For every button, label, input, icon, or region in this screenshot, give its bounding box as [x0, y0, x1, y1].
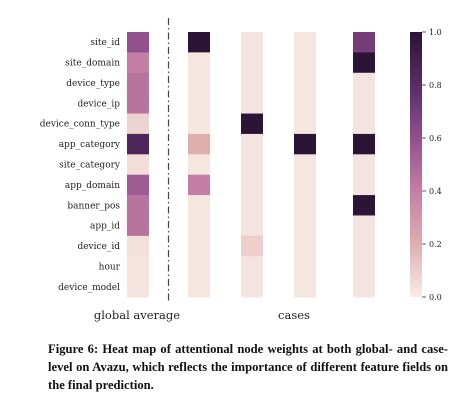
global-cell-device-conn-type — [127, 113, 149, 135]
case-3-cell-device-id — [294, 235, 316, 257]
case-2-cell-site-id — [241, 32, 263, 53]
global-cell-banner-pos — [127, 195, 149, 216]
global-cell-site-id — [127, 32, 149, 53]
case-1-cell-device-conn-type — [188, 113, 210, 135]
case-4-cell-site-id — [353, 32, 375, 53]
case-4-cell-app-id — [353, 215, 375, 237]
case-4-cell-device-ip — [353, 93, 375, 115]
row-label-app-category: app_category — [59, 140, 121, 150]
case-2-cell-site-domain — [241, 52, 263, 74]
case-2-cell-device-type — [241, 72, 263, 94]
case-1-cell-site-category — [188, 154, 210, 176]
case-1-cell-site-domain — [188, 52, 210, 74]
case-2-cell-app-category — [241, 133, 263, 155]
case-3-cell-device-model — [294, 276, 316, 298]
case-4-cell-site-domain — [353, 52, 375, 74]
case-4-cell-device-type — [353, 72, 375, 94]
case-2-cell-device-model — [241, 276, 263, 298]
case-2-cell-app-domain — [241, 174, 263, 196]
case-4-cell-site-category — [353, 154, 375, 176]
case-1-cell-banner-pos — [188, 195, 210, 216]
global-average-label: global average — [94, 308, 180, 322]
global-cell-site-category — [127, 154, 149, 176]
global-cell-device-model — [127, 276, 149, 298]
heatmap-chart: site_id site_domain device_type device_ipde… — [40, 18, 442, 322]
case-1-cell-app-category — [188, 133, 210, 155]
colorbar-tick-label: 0.2 — [429, 240, 442, 249]
row-label-app-id: app_id — [90, 222, 120, 232]
case-1-cell-hour — [188, 256, 210, 278]
global-cell-site-domain — [127, 52, 149, 74]
global-cell-app-id — [127, 215, 149, 237]
row-label-device-type: device_type — [66, 79, 120, 89]
case-3-cell-device-conn-type — [294, 113, 316, 135]
case-3-cell-site-id — [294, 32, 316, 53]
case-4-cell-app-domain — [353, 174, 375, 196]
case-3-cell-device-type — [294, 72, 316, 94]
case-1-cell-site-id — [188, 32, 210, 53]
case-1-cell-device-id — [188, 235, 210, 257]
case-2-cell-banner-pos — [241, 195, 263, 216]
case-2-cell-device-id — [241, 235, 263, 257]
case-1-cell-app-id — [188, 215, 210, 237]
colorbar-tick-label: 1.0 — [429, 28, 442, 37]
row-label-banner-pos: banner_pos — [67, 201, 120, 211]
case-3-cell-app-id — [294, 215, 316, 237]
case-2-cell-app-id — [241, 215, 263, 237]
row-label-hour: hour — [99, 262, 121, 272]
case-3-cell-app-domain — [294, 174, 316, 196]
case-2-cell-device-conn-type — [241, 113, 263, 135]
global-cell-hour — [127, 256, 149, 278]
case-1-cell-device-type — [188, 72, 210, 94]
global-cell-app-domain — [127, 174, 149, 196]
case-3-cell-site-domain — [294, 52, 316, 74]
colorbar-tick-label: 0.6 — [429, 134, 442, 143]
case-3-cell-site-category — [294, 154, 316, 176]
case-2-cell-site-category — [241, 154, 263, 176]
global-cell-app-category — [127, 133, 149, 155]
row-label-device-conn-type: device_conn_type — [40, 120, 120, 130]
case-1-cell-app-domain — [188, 174, 210, 196]
case-3-cell-banner-pos — [294, 195, 316, 216]
figure-caption: Figure 6: Heat map of attentional node w… — [48, 342, 448, 392]
row-label-site-category: site_category — [59, 161, 121, 171]
case-4-cell-hour — [353, 256, 375, 278]
case-2-cell-hour — [241, 256, 263, 278]
row-label-app-domain: app_domain — [65, 181, 120, 191]
global-cell-device-type — [127, 72, 149, 94]
colorbar — [410, 32, 422, 297]
global-cell-device-id — [127, 235, 149, 257]
case-3-cell-app-category — [294, 133, 316, 155]
case-1-cell-device-model — [188, 276, 210, 298]
colorbar-tick-label: 0.4 — [429, 187, 442, 196]
row-label-device-id: device_id — [77, 242, 120, 252]
case-4-cell-device-model — [353, 276, 375, 298]
colorbar-tick-label: 0.8 — [429, 81, 442, 90]
case-2-cell-device-ip — [241, 93, 263, 115]
row-label-site-domain: site_domain — [65, 59, 120, 69]
case-4-cell-device-conn-type — [353, 113, 375, 135]
case-3-cell-hour — [294, 256, 316, 278]
case-3-cell-device-ip — [294, 93, 316, 115]
colorbar-tick-label: 0.0 — [429, 293, 442, 302]
row-label-device-ip: device_ip — [77, 99, 120, 109]
case-1-cell-device-ip — [188, 93, 210, 115]
case-4-cell-banner-pos — [353, 195, 375, 216]
row-label-device-model: device_model — [58, 283, 120, 293]
global-cell-device-ip — [127, 93, 149, 115]
case-4-cell-app-category — [353, 133, 375, 155]
row-label-site-id: site_id — [90, 38, 120, 48]
cases-label: cases — [278, 308, 310, 322]
case-4-cell-device-id — [353, 235, 375, 257]
